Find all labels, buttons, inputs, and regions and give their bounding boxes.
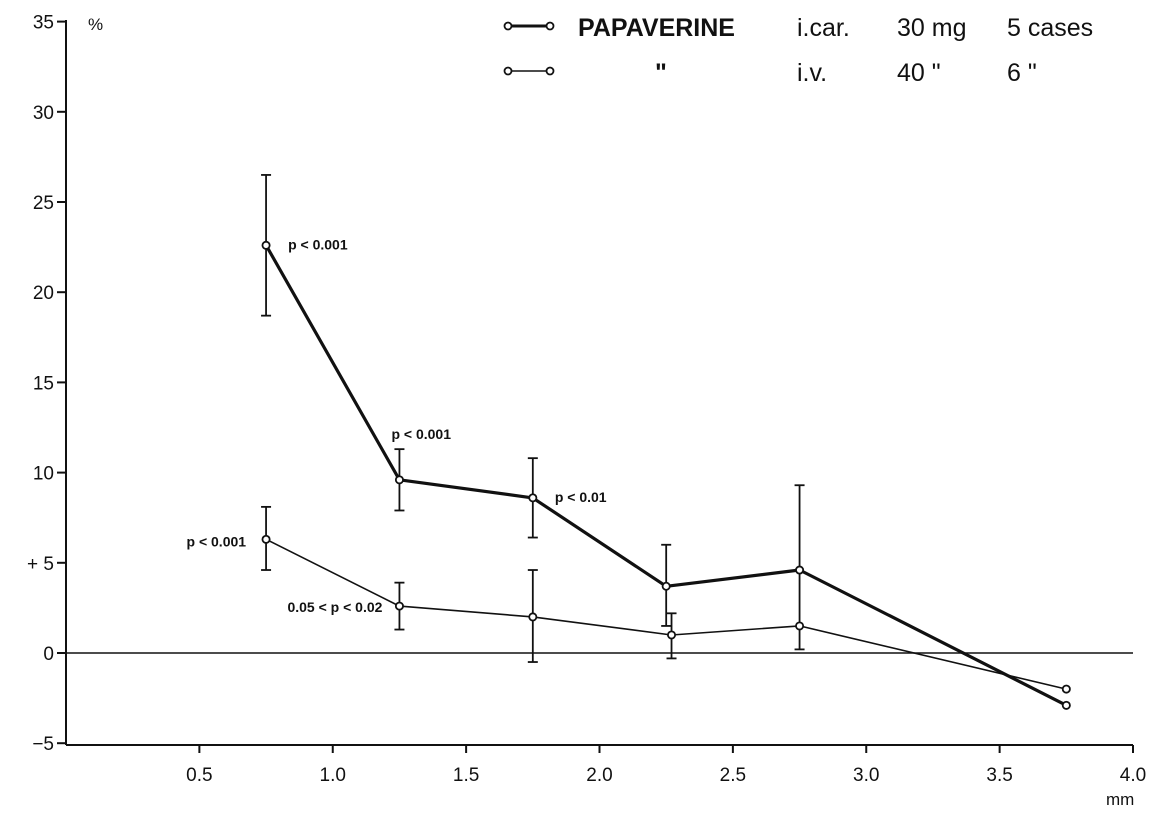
p-value-annotation: p < 0.001: [391, 426, 451, 442]
legend: PAPAVERINE i.car. 30 mg 5 cases " i.v. 4…: [503, 14, 1093, 87]
x-unit-label: mm: [1106, 790, 1134, 809]
series-2-point: [667, 630, 677, 640]
legend-row-2-label: ": [655, 59, 667, 87]
y-unit-label: %: [88, 15, 103, 34]
legend-row-1-dose: 30 mg: [897, 14, 966, 42]
series-1-point: [661, 581, 671, 591]
x-tick-label: 2.5: [720, 765, 746, 786]
x-tick-label: 0.5: [186, 765, 212, 786]
x-tick-label: 1.0: [320, 765, 346, 786]
series-1-point: [795, 565, 805, 575]
y-tick-label: 25: [33, 193, 54, 214]
p-value-annotation: p < 0.01: [555, 489, 607, 505]
series-1-point: [394, 475, 404, 485]
legend-row-1: PAPAVERINE i.car. 30 mg 5 cases: [503, 14, 1093, 42]
legend-row-2-dose: 40 ": [897, 59, 941, 87]
series-2-point: [1061, 684, 1071, 694]
p-value-annotation: p < 0.001: [288, 236, 348, 252]
p-value-annotation: 0.05 < p < 0.02: [287, 599, 382, 615]
x-tick-label: 4.0: [1120, 765, 1146, 786]
legend-row-1-label: PAPAVERINE: [578, 14, 735, 42]
legend-row-1-cases: 5 cases: [1007, 14, 1093, 42]
p-value-annotation: p < 0.001: [187, 533, 247, 549]
legend-marker: [545, 66, 555, 76]
y-tick-label: 10: [33, 464, 54, 485]
series-layer: [261, 174, 1071, 710]
legend-marker: [503, 21, 513, 31]
y-tick-label: + 5: [27, 554, 54, 575]
series-2-point: [795, 621, 805, 631]
axes: [65, 20, 1133, 746]
legend-row-2-cases: 6 ": [1007, 59, 1037, 87]
series-1-point: [1061, 700, 1071, 710]
series-1-line: [264, 244, 1068, 707]
series-1-point: [528, 493, 538, 503]
x-tick-label: 1.5: [453, 765, 479, 786]
annotation-layer: p < 0.001 p < 0.001 p < 0.01 p < 0.001 0.05 …: [187, 236, 607, 615]
y-tick-label: −5: [32, 734, 54, 755]
y-tick-label: 35: [33, 13, 54, 34]
series-2-line: [265, 538, 1067, 690]
legend-marker: [503, 66, 513, 76]
y-tick-label: 30: [33, 103, 54, 124]
series-2-point: [394, 601, 404, 611]
x-tick-label: 3.0: [853, 765, 879, 786]
y-tick-label: 20: [33, 283, 54, 304]
x-tick-label: 2.0: [586, 765, 612, 786]
x-ticks: 0.5 1.0 1.5 2.0 2.5 3.0 3.5 4.0: [186, 745, 1146, 786]
legend-row-2: " i.v. 40 " 6 ": [503, 59, 1037, 87]
legend-marker: [545, 21, 555, 31]
x-tick-label: 3.5: [986, 765, 1012, 786]
series-1-point: [261, 240, 271, 250]
y-tick-label: 0: [43, 644, 54, 665]
y-ticks: −5 0 + 5 10 15 20 25 30 35: [27, 13, 66, 755]
y-tick-label: 15: [33, 373, 54, 394]
legend-row-2-route: i.v.: [797, 59, 827, 87]
legend-row-1-route: i.car.: [797, 14, 850, 42]
series-2-point: [528, 612, 538, 622]
series-2-point: [261, 534, 271, 544]
